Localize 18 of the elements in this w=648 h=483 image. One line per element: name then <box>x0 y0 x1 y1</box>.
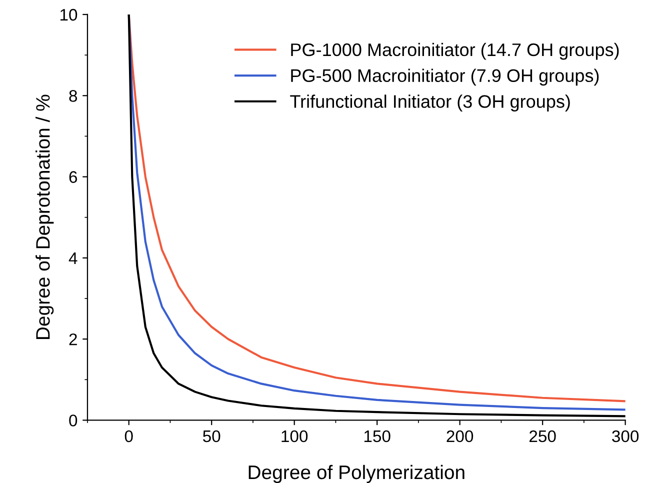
x-tick-label: 200 <box>446 430 474 442</box>
x-tick-label: 0 <box>124 430 133 442</box>
y-tick-label: 8 <box>69 90 78 102</box>
legend-label: Trifunctional Initiator (3 OH groups) <box>290 94 570 112</box>
x-tick-label: 50 <box>202 430 220 442</box>
legend-label: PG-500 Macroinitiator (7.9 OH groups) <box>291 68 599 86</box>
y-axis-title: Degree of Deprotonation / % <box>36 94 54 339</box>
x-axis-title: Degree of Polymerization <box>248 464 464 483</box>
y-tick-label: 0 <box>69 414 78 426</box>
x-tick-label: 100 <box>282 430 308 442</box>
x-tick-label: 150 <box>364 430 390 442</box>
y-tick-label: 2 <box>69 333 77 346</box>
y-tick-label: 10 <box>60 8 78 21</box>
x-tick-label: 300 <box>612 430 639 442</box>
legend-label: PG-1000 Macroinitiator (14.7 OH groups) <box>291 42 619 60</box>
x-tick-label: 250 <box>530 430 556 442</box>
y-tick-label: 6 <box>69 171 78 183</box>
y-tick-label: 4 <box>68 252 78 264</box>
